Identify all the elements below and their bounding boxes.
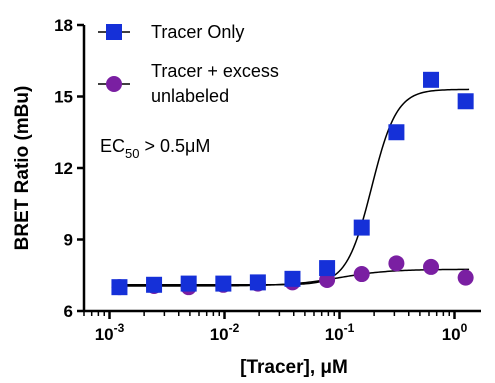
data-point-tracer-only (111, 279, 128, 296)
ec50-prefix: EC (100, 136, 125, 156)
ec50-suffix: > 0.5μM (139, 136, 210, 156)
legend-marker-square (106, 24, 122, 40)
data-point-tracer-excess (353, 266, 370, 283)
data-point-tracer-only (180, 275, 197, 292)
data-point-tracer-only (388, 124, 405, 141)
y-tick-label: 12 (54, 159, 73, 178)
legend-marker-circle (106, 76, 122, 92)
x-tick-base: 10 (442, 325, 461, 344)
legend-label-tracer-only: Tracer Only (151, 22, 244, 42)
data-point-tracer-excess (423, 258, 440, 275)
data-point-tracer-only (215, 275, 232, 292)
y-axis-title: BRET Ratio (mBu) (12, 86, 33, 251)
legend-label-tracer-excess-line2: unlabeled (151, 86, 229, 106)
data-point-tracer-only (457, 93, 474, 110)
y-ticks: 6 9 12 15 18 (54, 16, 84, 321)
legend-item-tracer-only: Tracer Only (98, 22, 244, 42)
ec50-annotation: EC50 > 0.5μM (100, 136, 210, 161)
data-point-tracer-only (319, 260, 336, 277)
x-tick-base: 10 (325, 325, 344, 344)
x-tick-label: 10-3 (95, 321, 125, 344)
data-point-tracer-only (353, 219, 370, 236)
legend: Tracer Only Tracer + excess unlabeled (98, 22, 279, 106)
x-tick-label: 100 (442, 321, 468, 344)
x-tick-exponent: -2 (229, 321, 240, 335)
data-point-tracer-only (146, 276, 163, 293)
ec50-subscript: 50 (125, 146, 139, 161)
fit-curve-series-0 (113, 88, 470, 286)
y-tick-label: 18 (54, 16, 73, 35)
x-tick-base: 10 (210, 325, 229, 344)
legend-item-tracer-excess: Tracer + excess unlabeled (98, 61, 279, 106)
y-tick-label: 6 (64, 302, 73, 321)
legend-label-tracer-excess-line1: Tracer + excess (151, 61, 279, 81)
y-tick-label: 9 (64, 231, 73, 250)
x-tick-label: 10-2 (210, 321, 240, 344)
data-point-tracer-excess (457, 269, 474, 286)
data-point-tracer-only (249, 274, 266, 291)
fit-curves (113, 88, 470, 287)
axes (82, 25, 481, 313)
x-tick-exponent: -1 (344, 321, 355, 335)
data-point-tracer-only (284, 270, 301, 287)
x-ticks: 10-3 10-2 10-1 100 (83, 311, 468, 344)
data-point-tracer-excess (388, 255, 405, 272)
y-tick-label: 15 (54, 88, 73, 107)
data-point-tracer-only (423, 71, 440, 88)
x-tick-exponent: 0 (461, 321, 468, 335)
x-tick-base: 10 (95, 325, 114, 344)
x-tick-exponent: -3 (114, 321, 125, 335)
x-tick-label: 10-1 (325, 321, 355, 344)
x-axis-title: [Tracer], μM (240, 357, 348, 378)
data-markers (111, 71, 474, 296)
